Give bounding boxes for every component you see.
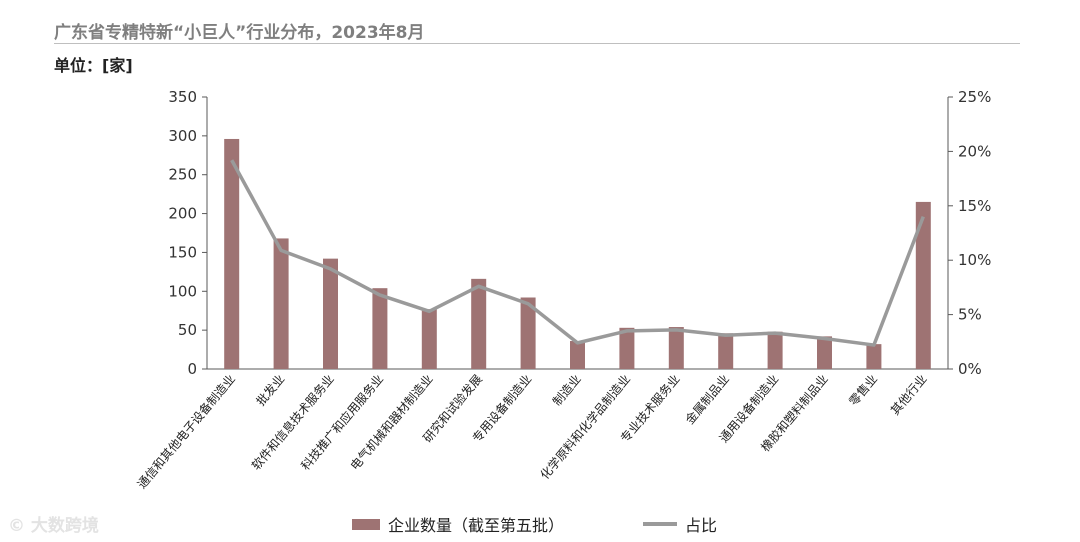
y-tick-label-left: 350 [168, 88, 197, 106]
x-tick-label: 金属制品业 [682, 371, 732, 427]
y-tick-label-right: 25% [958, 88, 991, 106]
title-divider [54, 43, 1020, 44]
bar [817, 336, 832, 369]
x-tick-label: 通信和其他电子设备制造业 [135, 372, 238, 491]
y-tick-label-left: 200 [168, 205, 197, 223]
bar [767, 331, 783, 369]
bar [866, 344, 882, 369]
y-tick-label-left: 100 [168, 282, 197, 300]
chart-title: 广东省专精特新“小巨人”行业分布，2023年8月 [54, 23, 425, 43]
x-tick-label: 批发业 [253, 371, 288, 408]
y-tick-label-right: 15% [958, 197, 991, 215]
legend-label-bar: 企业数量（截至第五批） [388, 516, 565, 535]
x-tick-label: 科技推广和应用服务业 [298, 371, 387, 473]
y-tick-label-left: 150 [168, 243, 197, 261]
legend: 企业数量（截至第五批） 占比 [0, 512, 1080, 536]
legend-swatch-bar [352, 518, 380, 530]
y-tick-label-left: 300 [168, 127, 197, 145]
y-tick-label-left: 0 [187, 360, 197, 378]
bar [421, 309, 437, 369]
bar [668, 327, 684, 369]
y-tick-label-right: 10% [958, 251, 991, 269]
unit-label: 单位：[家] [54, 56, 133, 75]
legend-swatch-line [643, 522, 677, 526]
y-tick-label-left: 250 [168, 166, 197, 184]
y-tick-label-right: 5% [958, 306, 982, 324]
x-tick-label: 零售业 [846, 371, 881, 408]
legend-label-line: 占比 [685, 516, 718, 535]
x-tick-label: 软件和信息技术服务业 [248, 371, 337, 473]
y-tick-label-right: 20% [958, 142, 991, 160]
x-tick-label: 化学原料和化学品制造业 [537, 371, 633, 482]
x-tick-label: 电气机械和器材制造业 [347, 371, 436, 473]
bar [619, 327, 635, 369]
x-tick-label: 其他行业 [888, 372, 930, 418]
bar [570, 341, 585, 369]
bar [224, 138, 240, 369]
bar [372, 288, 388, 369]
legend-item-line: 占比 [643, 512, 717, 536]
bar [718, 333, 734, 369]
y-tick-label-left: 50 [178, 321, 197, 339]
bar [520, 297, 536, 369]
y-tick-label-right: 0% [958, 360, 982, 378]
bar [323, 258, 338, 369]
legend-item-bar: 企业数量（截至第五批） [352, 512, 564, 536]
bar [915, 201, 931, 369]
bar [471, 278, 487, 369]
bar [273, 238, 289, 369]
x-tick-label: 制造业 [550, 372, 584, 409]
watermark: © 大数跨境 [8, 516, 99, 536]
